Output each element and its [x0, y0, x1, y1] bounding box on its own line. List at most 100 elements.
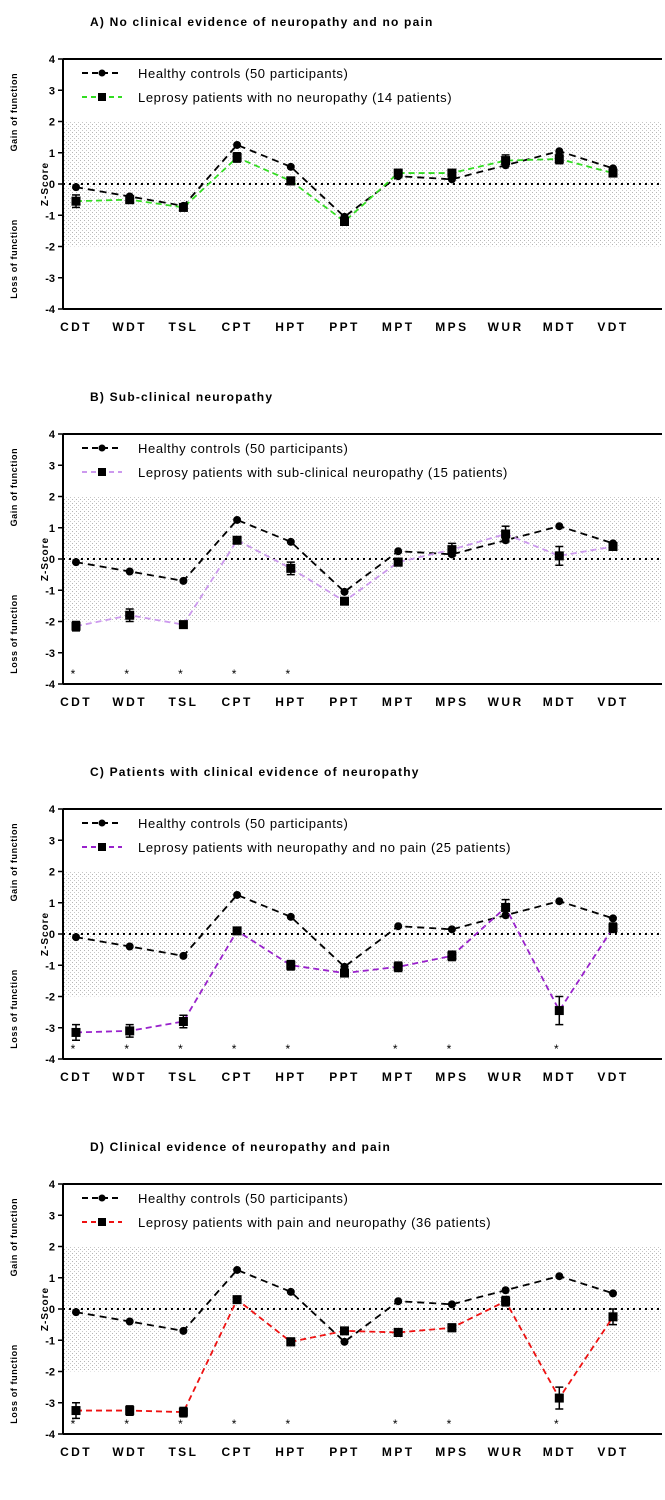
- data-point-controls: [125, 567, 134, 576]
- series-line-controls: [75, 893, 614, 968]
- x-tick-label-wur: WUR: [488, 695, 524, 709]
- data-point-patients: [125, 1406, 135, 1416]
- data-point-patients: [393, 168, 403, 178]
- y-axis-loss-label: Loss of function: [9, 1344, 19, 1424]
- y-tick-label: 0: [49, 554, 55, 566]
- data-point-patients: [608, 923, 618, 933]
- x-tick-label-ppt: PPT: [329, 1070, 360, 1084]
- x-tick-label-vdt: VDT: [597, 1445, 628, 1459]
- significance-star: *: [393, 1417, 398, 1431]
- significance-star: *: [554, 1417, 559, 1431]
- x-tick-label-cpt: CPT: [221, 695, 252, 709]
- data-point-patients: [608, 542, 618, 551]
- x-tick-label-mpt: MPT: [382, 320, 415, 334]
- y-tick-label: -3: [45, 273, 55, 285]
- data-point-patients: [554, 154, 564, 164]
- data-point-controls: [501, 1286, 510, 1295]
- legend-label: Healthy controls (50 participants): [138, 1191, 348, 1206]
- y-tick-label: 1: [49, 898, 55, 910]
- data-point-controls: [555, 1272, 564, 1281]
- data-point-patients: [232, 926, 242, 936]
- legend-marker-square: [98, 93, 106, 101]
- x-tick-label-ppt: PPT: [329, 320, 360, 334]
- data-point-controls: [340, 1337, 349, 1346]
- data-point-controls: [555, 897, 564, 906]
- data-point-patients: [393, 557, 403, 567]
- significance-star: *: [285, 1417, 290, 1431]
- chart-title: C) Patients with clinical evidence of ne…: [90, 765, 420, 779]
- y-tick-label: -1: [45, 1335, 55, 1347]
- x-tick-label-mdt: MDT: [543, 1445, 576, 1459]
- y-tick-label: -3: [45, 648, 55, 660]
- y-tick-label: 3: [49, 835, 55, 847]
- legend-marker-circle: [98, 69, 106, 77]
- x-tick-label-mdt: MDT: [543, 320, 576, 334]
- y-axis-gain-label: Gain of function: [9, 823, 19, 902]
- data-point-patients: [286, 960, 296, 970]
- data-point-controls: [394, 922, 403, 931]
- significance-star: *: [447, 1042, 452, 1056]
- series-line-controls: [75, 1268, 614, 1343]
- data-point-controls: [555, 147, 564, 156]
- y-axis-gain-label: Gain of function: [9, 73, 19, 152]
- x-tick-label-hpt: HPT: [275, 320, 306, 334]
- legend-label: Healthy controls (50 participants): [138, 66, 348, 81]
- x-tick-label-wdt: WDT: [112, 1070, 147, 1084]
- x-tick-label-vdt: VDT: [597, 1070, 628, 1084]
- x-tick-label-cdt: CDT: [60, 695, 92, 709]
- data-point-patients: [178, 1017, 188, 1026]
- data-point-patients: [178, 202, 188, 212]
- normal-range-band: [63, 1246, 662, 1372]
- y-tick-label: 3: [49, 85, 55, 97]
- data-point-patients: [178, 1407, 188, 1417]
- data-point-controls: [340, 587, 349, 596]
- series-line-controls: [75, 143, 614, 218]
- chart-title: A) No clinical evidence of neuropathy an…: [90, 15, 434, 29]
- data-point-patients: [71, 1027, 81, 1037]
- x-tick-label-mps: MPS: [435, 695, 468, 709]
- y-tick-label: -2: [45, 1367, 55, 1379]
- y-tick-label: -4: [45, 304, 56, 316]
- legend-marker-square: [98, 1218, 106, 1226]
- x-tick-label-cdt: CDT: [60, 1070, 92, 1084]
- y-tick-label: 4: [49, 804, 56, 816]
- significance-star: *: [124, 667, 129, 681]
- data-point-patients: [232, 152, 242, 162]
- x-tick-label-hpt: HPT: [275, 695, 306, 709]
- significance-star: *: [124, 1042, 129, 1056]
- y-axis-title: Z-Score: [40, 162, 51, 206]
- y-tick-label: -2: [45, 242, 55, 254]
- legend-label: Leprosy patients with neuropathy and no …: [138, 840, 511, 855]
- data-point-controls: [286, 162, 295, 171]
- significance-star: *: [71, 1042, 76, 1056]
- data-point-patients: [232, 1295, 242, 1305]
- chart-panel-a: A) No clinical evidence of neuropathy an…: [0, 0, 665, 375]
- data-point-controls: [179, 951, 188, 960]
- x-tick-label-mpt: MPT: [382, 695, 415, 709]
- y-tick-label: 2: [49, 492, 55, 504]
- x-tick-label-wur: WUR: [488, 1070, 524, 1084]
- legend-label: Leprosy patients with no neuropathy (14 …: [138, 90, 452, 105]
- data-point-controls: [72, 183, 80, 192]
- normal-range-band: [63, 121, 662, 247]
- data-point-patients: [286, 1337, 296, 1347]
- data-point-controls: [233, 515, 242, 524]
- y-tick-label: 3: [49, 460, 55, 472]
- y-tick-label: 1: [49, 148, 55, 160]
- legend-label: Healthy controls (50 participants): [138, 441, 348, 456]
- normal-range-band: [63, 871, 662, 997]
- significance-star: *: [71, 667, 76, 681]
- data-point-controls: [447, 925, 456, 934]
- x-tick-label-ppt: PPT: [329, 695, 360, 709]
- data-point-patients: [393, 1327, 403, 1337]
- data-point-controls: [286, 912, 295, 921]
- data-point-patients: [554, 1393, 564, 1403]
- x-tick-label-mpt: MPT: [382, 1445, 415, 1459]
- data-point-patients: [340, 596, 349, 606]
- data-point-patients: [608, 1312, 618, 1322]
- y-tick-label: 1: [49, 523, 55, 535]
- y-axis-title: Z-Score: [40, 537, 51, 581]
- data-point-controls: [447, 1300, 456, 1309]
- significance-star: *: [178, 1417, 183, 1431]
- significance-star: *: [554, 1042, 559, 1056]
